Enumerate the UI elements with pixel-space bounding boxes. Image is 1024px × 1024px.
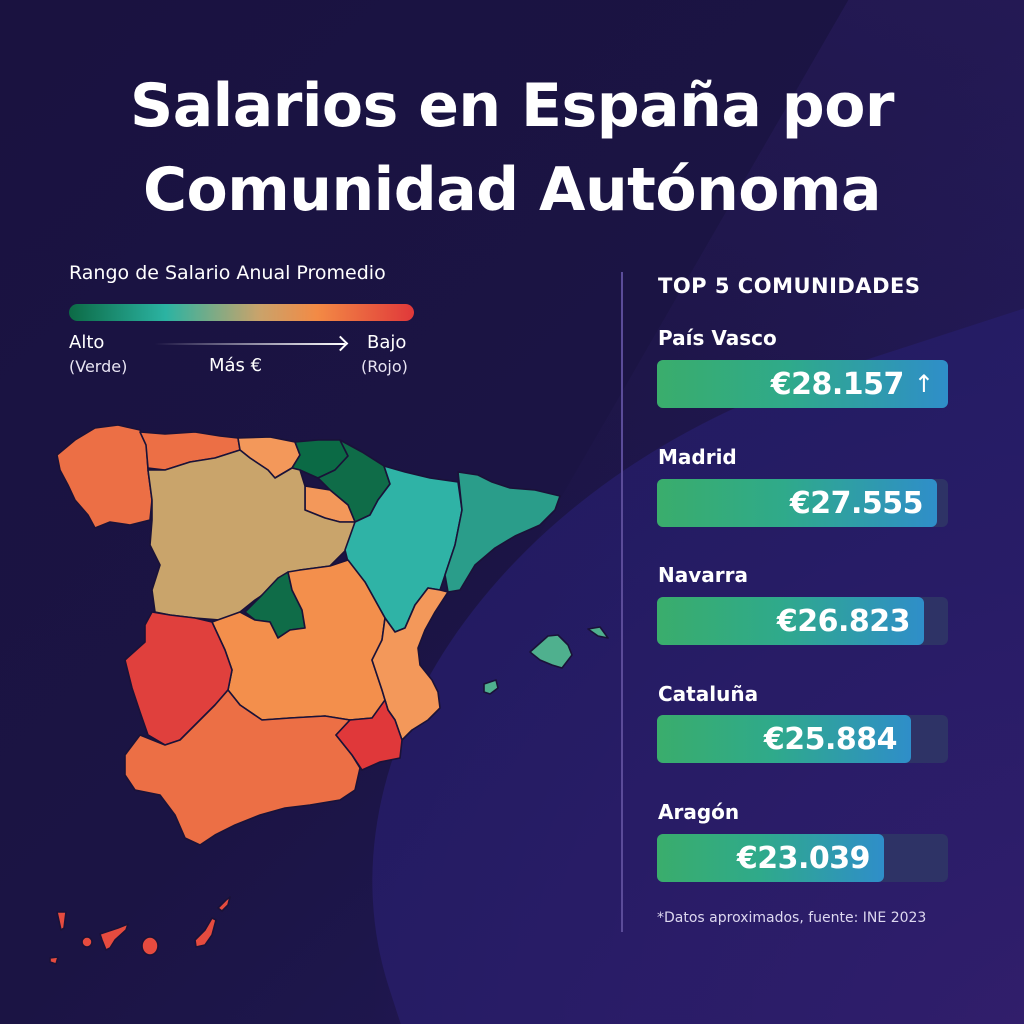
region-galicia[interactable] (56, 424, 153, 529)
region-canarias-la-gomera[interactable] (81, 936, 93, 948)
region-canarias-fuerteventura[interactable] (194, 917, 217, 948)
region-baleares-mallorca[interactable] (529, 634, 573, 669)
rank-2-name: Madrid (658, 445, 737, 469)
title-line-1: Salarios en España por (129, 71, 895, 141)
rank-3-bar[interactable]: €26.823 (657, 597, 924, 645)
arrow-right-icon (155, 343, 345, 345)
rank-3-bar-track: €26.823 (657, 597, 948, 645)
region-murcia[interactable] (335, 699, 403, 771)
region-andalucia[interactable] (124, 689, 361, 846)
legend-gradient-bar (69, 304, 414, 321)
title-line-2: Comunidad Autónoma (142, 155, 882, 225)
region-baleares-menorca[interactable] (587, 626, 609, 639)
divider (621, 272, 623, 932)
spain-map (49, 424, 609, 965)
rank-2-bar[interactable]: €27.555 (657, 479, 937, 527)
region-canarias-tenerife[interactable] (99, 923, 129, 951)
legend-low-label: Bajo (367, 332, 407, 353)
region-canarias-la-palma[interactable] (56, 911, 67, 931)
legend-high-label: Alto (69, 332, 105, 353)
rank-2-value: €27.555 (789, 485, 924, 521)
footnote: *Datos aproximados, fuente: INE 2023 (657, 910, 927, 926)
region-valencia[interactable] (371, 587, 449, 741)
rank-1-bar-track: €28.157 ↑ (657, 360, 948, 408)
rank-5-bar-track: €23.039 (657, 834, 948, 882)
rank-5-value: €23.039 (736, 840, 871, 876)
rank-3-value: €26.823 (776, 603, 911, 639)
rank-4-name: Cataluña (658, 682, 759, 706)
legend-direction-label: Más € (209, 355, 263, 376)
rank-2-bar-track: €27.555 (657, 479, 948, 527)
rank-1-name: País Vasco (658, 326, 777, 350)
region-canarias-el-hierro[interactable] (49, 956, 59, 965)
rank-5-name: Aragón (658, 800, 740, 824)
rank-4-bar[interactable]: €25.884 (657, 715, 911, 763)
rank-5-bar[interactable]: €23.039 (657, 834, 884, 882)
rank-4-bar-track: €25.884 (657, 715, 948, 763)
legend-low-sub: (Rojo) (361, 357, 408, 376)
legend-high-sub: (Verde) (69, 357, 128, 376)
rank-3-name: Navarra (658, 563, 748, 587)
arrow-up-icon: ↑ (913, 370, 934, 398)
rank-4-value: €25.884 (763, 721, 898, 757)
ranking-title: TOP 5 COMUNIDADES (658, 274, 921, 298)
rank-1-bar[interactable]: €28.157 ↑ (657, 360, 948, 408)
legend-title: Rango de Salario Anual Promedio (69, 262, 386, 284)
region-cataluna[interactable] (444, 471, 561, 593)
page-title: Salarios en España por Comunidad Autónom… (0, 64, 1024, 232)
region-baleares-ibiza[interactable] (483, 679, 499, 695)
rank-1-value: €28.157 (770, 366, 905, 402)
region-castilla-y-leon[interactable] (147, 449, 356, 621)
region-canarias-gran-canaria[interactable] (141, 936, 159, 956)
region-canarias-lanzarote[interactable] (217, 896, 231, 912)
